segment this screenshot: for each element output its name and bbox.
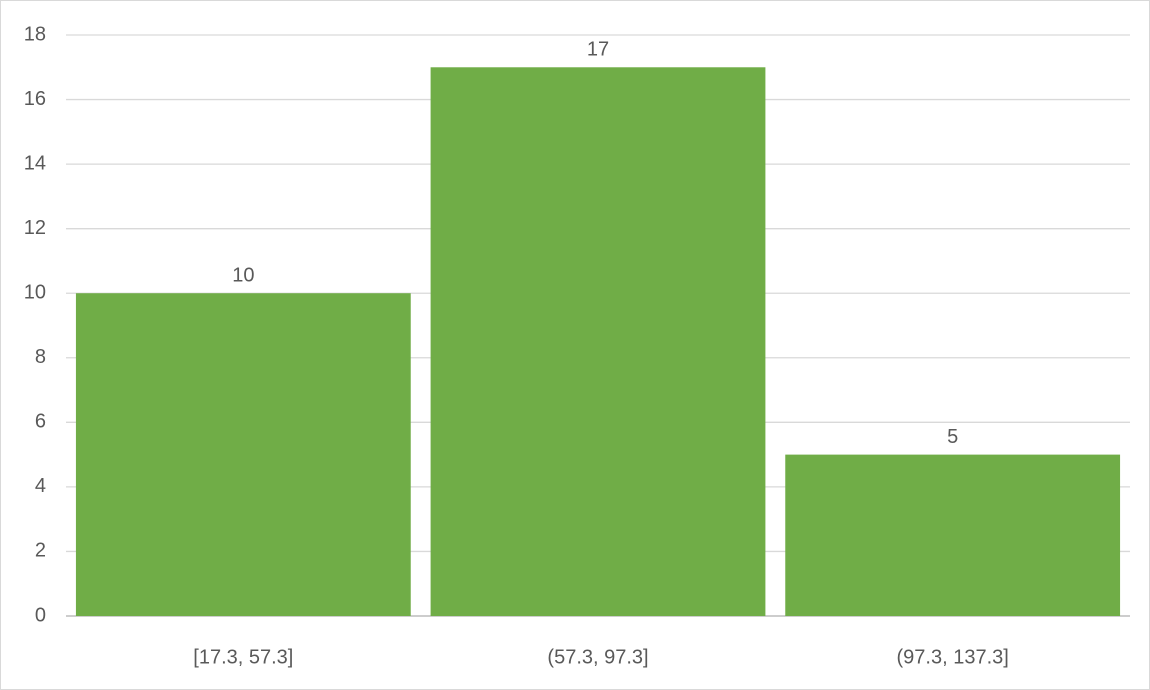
- y-tick-label: 6: [35, 411, 46, 433]
- y-tick-label: 16: [24, 88, 46, 110]
- x-tick-label: (97.3, 137.3]: [897, 646, 1009, 668]
- data-label: 17: [587, 39, 609, 61]
- y-tick-label: 10: [24, 282, 46, 304]
- y-tick-label: 8: [35, 346, 46, 368]
- y-tick-label: 4: [35, 475, 46, 497]
- x-tick-label: [17.3, 57.3]: [193, 646, 293, 668]
- bar: [430, 67, 766, 617]
- y-tick-label: 0: [35, 604, 46, 626]
- bar: [75, 293, 411, 616]
- bar: [785, 454, 1121, 616]
- y-tick-label: 12: [24, 217, 46, 239]
- y-tick-label: 2: [35, 540, 46, 562]
- data-label: 5: [947, 426, 958, 448]
- x-tick-label: (57.3, 97.3]: [547, 646, 648, 668]
- y-tick-label: 18: [24, 23, 46, 45]
- y-tick-label: 14: [24, 152, 46, 174]
- data-label: 10: [232, 265, 254, 287]
